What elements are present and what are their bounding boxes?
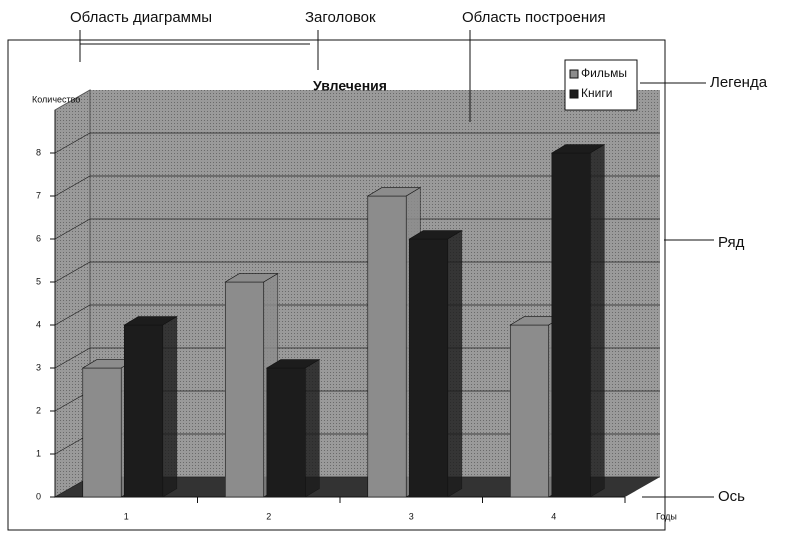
bar-front (509, 324, 550, 498)
grid-line (54, 132, 660, 154)
y-axis-label: Количество (32, 94, 80, 104)
bar-front (124, 324, 164, 498)
bar-front (82, 367, 122, 498)
bar-side (162, 316, 178, 498)
bar (224, 273, 279, 498)
annotation: Область диаграммы (70, 9, 212, 26)
legend-swatch (569, 69, 579, 79)
annotation: Область построения (462, 9, 606, 26)
y-tick-label: 0 (36, 491, 41, 501)
bar-front (266, 367, 306, 498)
bar-side (590, 144, 605, 498)
x-tick-label: 3 (409, 511, 414, 521)
y-tick-label: 3 (36, 362, 41, 372)
bar-front (224, 281, 265, 498)
x-tick-label: 2 (266, 511, 271, 521)
annotation: Заголовок (305, 9, 376, 26)
grid-line (54, 347, 660, 369)
grid-line (54, 218, 660, 240)
bar-front (367, 195, 407, 498)
legend (564, 59, 638, 111)
x-axis-label: Годы (656, 511, 677, 521)
y-tick-label: 5 (36, 276, 41, 286)
bar (265, 359, 321, 498)
x-tick-label: 4 (551, 511, 556, 521)
y-tick-label: 1 (36, 448, 41, 458)
bar (408, 230, 463, 498)
y-tick-label: 4 (36, 319, 41, 329)
legend-swatch (569, 89, 579, 99)
legend-label: Книги (581, 86, 612, 100)
annotation: Легенда (710, 74, 768, 91)
leader-lines (79, 30, 714, 498)
bar-front (551, 152, 591, 498)
legend-label: Фильмы (581, 66, 627, 80)
bar (123, 316, 178, 498)
bar-side (305, 359, 320, 498)
grid-line (54, 304, 660, 326)
grid-line (54, 175, 660, 197)
y-tick-label: 6 (36, 233, 41, 243)
plot-area: 0 1 2 3 4 5 6 7 8 1 2 3 4 (36, 89, 660, 521)
bar-side (447, 230, 463, 498)
y-tick-label: 2 (36, 405, 41, 415)
bar-front (409, 238, 449, 498)
y-tick-label: 7 (36, 190, 41, 200)
floor (55, 477, 660, 497)
grid-line (54, 261, 660, 283)
annotation: Ось (718, 488, 745, 505)
y-tick-label: 8 (36, 147, 41, 157)
annotation: Ряд (718, 234, 745, 251)
x-tick-label: 1 (124, 511, 129, 521)
chart-title: Увлечения (313, 78, 387, 94)
bar (550, 144, 606, 498)
